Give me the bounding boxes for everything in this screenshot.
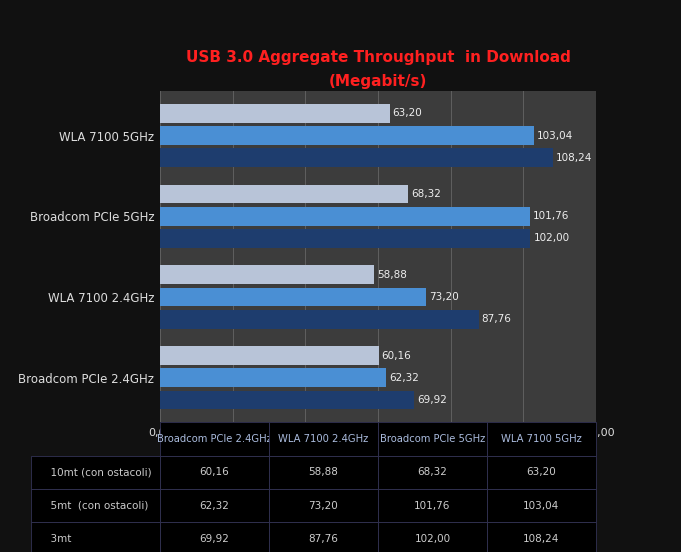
Text: (Megabit/s): (Megabit/s) [329, 73, 427, 89]
Text: 102,00: 102,00 [533, 233, 569, 243]
Text: 69,92: 69,92 [417, 395, 447, 405]
Bar [160, 126, 535, 145]
Text: 101,76: 101,76 [533, 211, 569, 221]
Text: 87,76: 87,76 [481, 314, 511, 324]
Text: 108,24: 108,24 [556, 153, 592, 163]
Bar [160, 391, 414, 410]
Bar [160, 346, 379, 365]
Text: 60,16: 60,16 [381, 351, 411, 360]
Bar [160, 148, 553, 167]
Text: 58,88: 58,88 [377, 270, 407, 280]
Text: 62,32: 62,32 [390, 373, 419, 383]
Bar [160, 207, 530, 226]
Text: 73,20: 73,20 [429, 292, 458, 302]
Bar [160, 266, 374, 284]
Bar [160, 185, 408, 204]
Bar [160, 288, 426, 306]
Bar [160, 104, 390, 123]
Text: 103,04: 103,04 [537, 130, 573, 141]
Bar [160, 310, 479, 328]
Bar [160, 229, 530, 248]
Bar [160, 368, 386, 388]
Text: 68,32: 68,32 [411, 189, 441, 199]
Text: USB 3.0 Aggregate Throughput  in Download: USB 3.0 Aggregate Throughput in Download [185, 50, 571, 66]
Text: 63,20: 63,20 [392, 108, 422, 118]
